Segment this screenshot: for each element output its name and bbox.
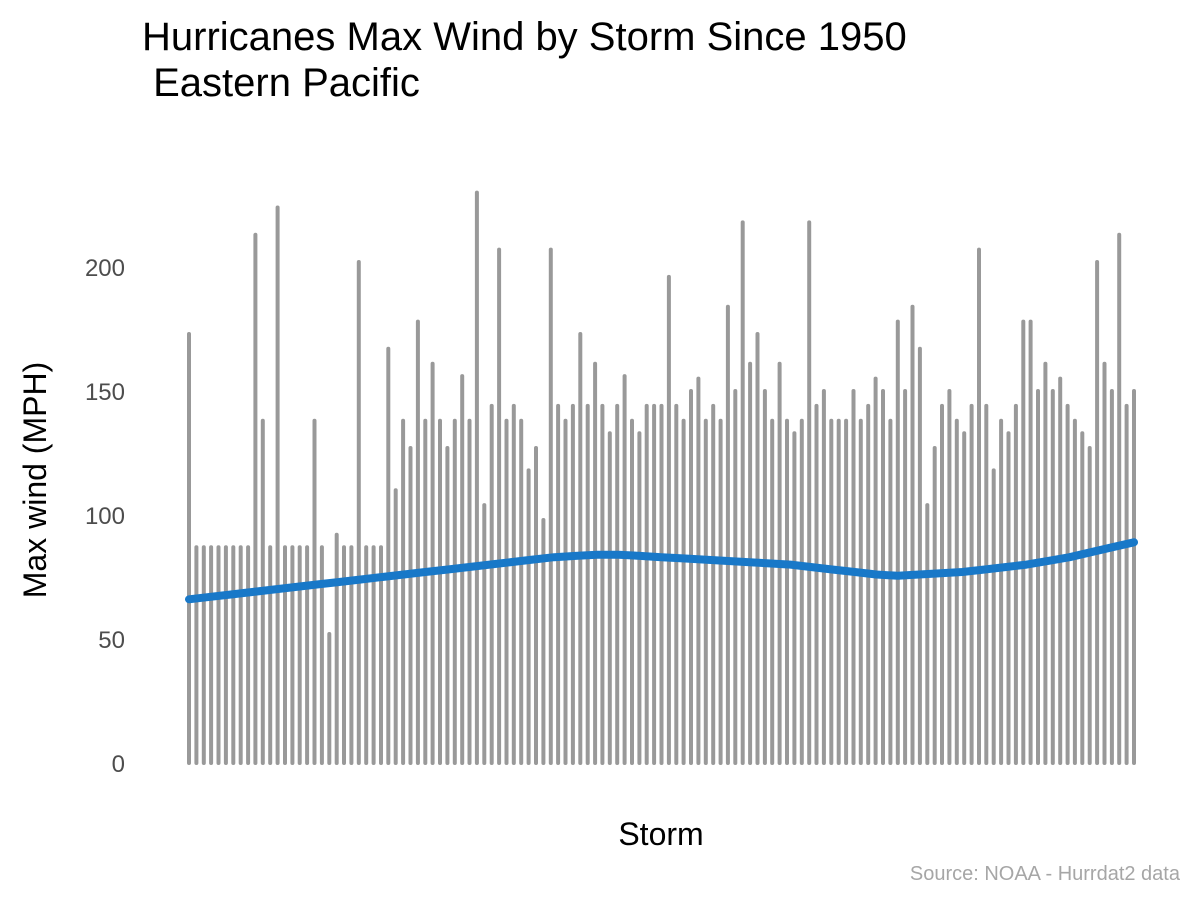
y-tick-label: 50 [98,627,125,654]
y-axis-ticks: 0 50 100 150 200 [85,255,125,778]
chart-title: Hurricanes Max Wind by Storm Since 1950 … [142,15,907,105]
y-tick-label: 150 [85,379,125,406]
y-tick-label: 200 [85,255,125,282]
y-tick-label: 100 [85,503,125,530]
trend-line [185,538,1138,604]
y-tick-label: 0 [112,751,125,778]
y-axis-title: Max wind (MPH) [17,362,53,598]
source-caption: Source: NOAA - Hurrdat2 data [910,863,1181,885]
bars-layer [187,190,1136,765]
x-axis-title: Storm [618,816,703,852]
